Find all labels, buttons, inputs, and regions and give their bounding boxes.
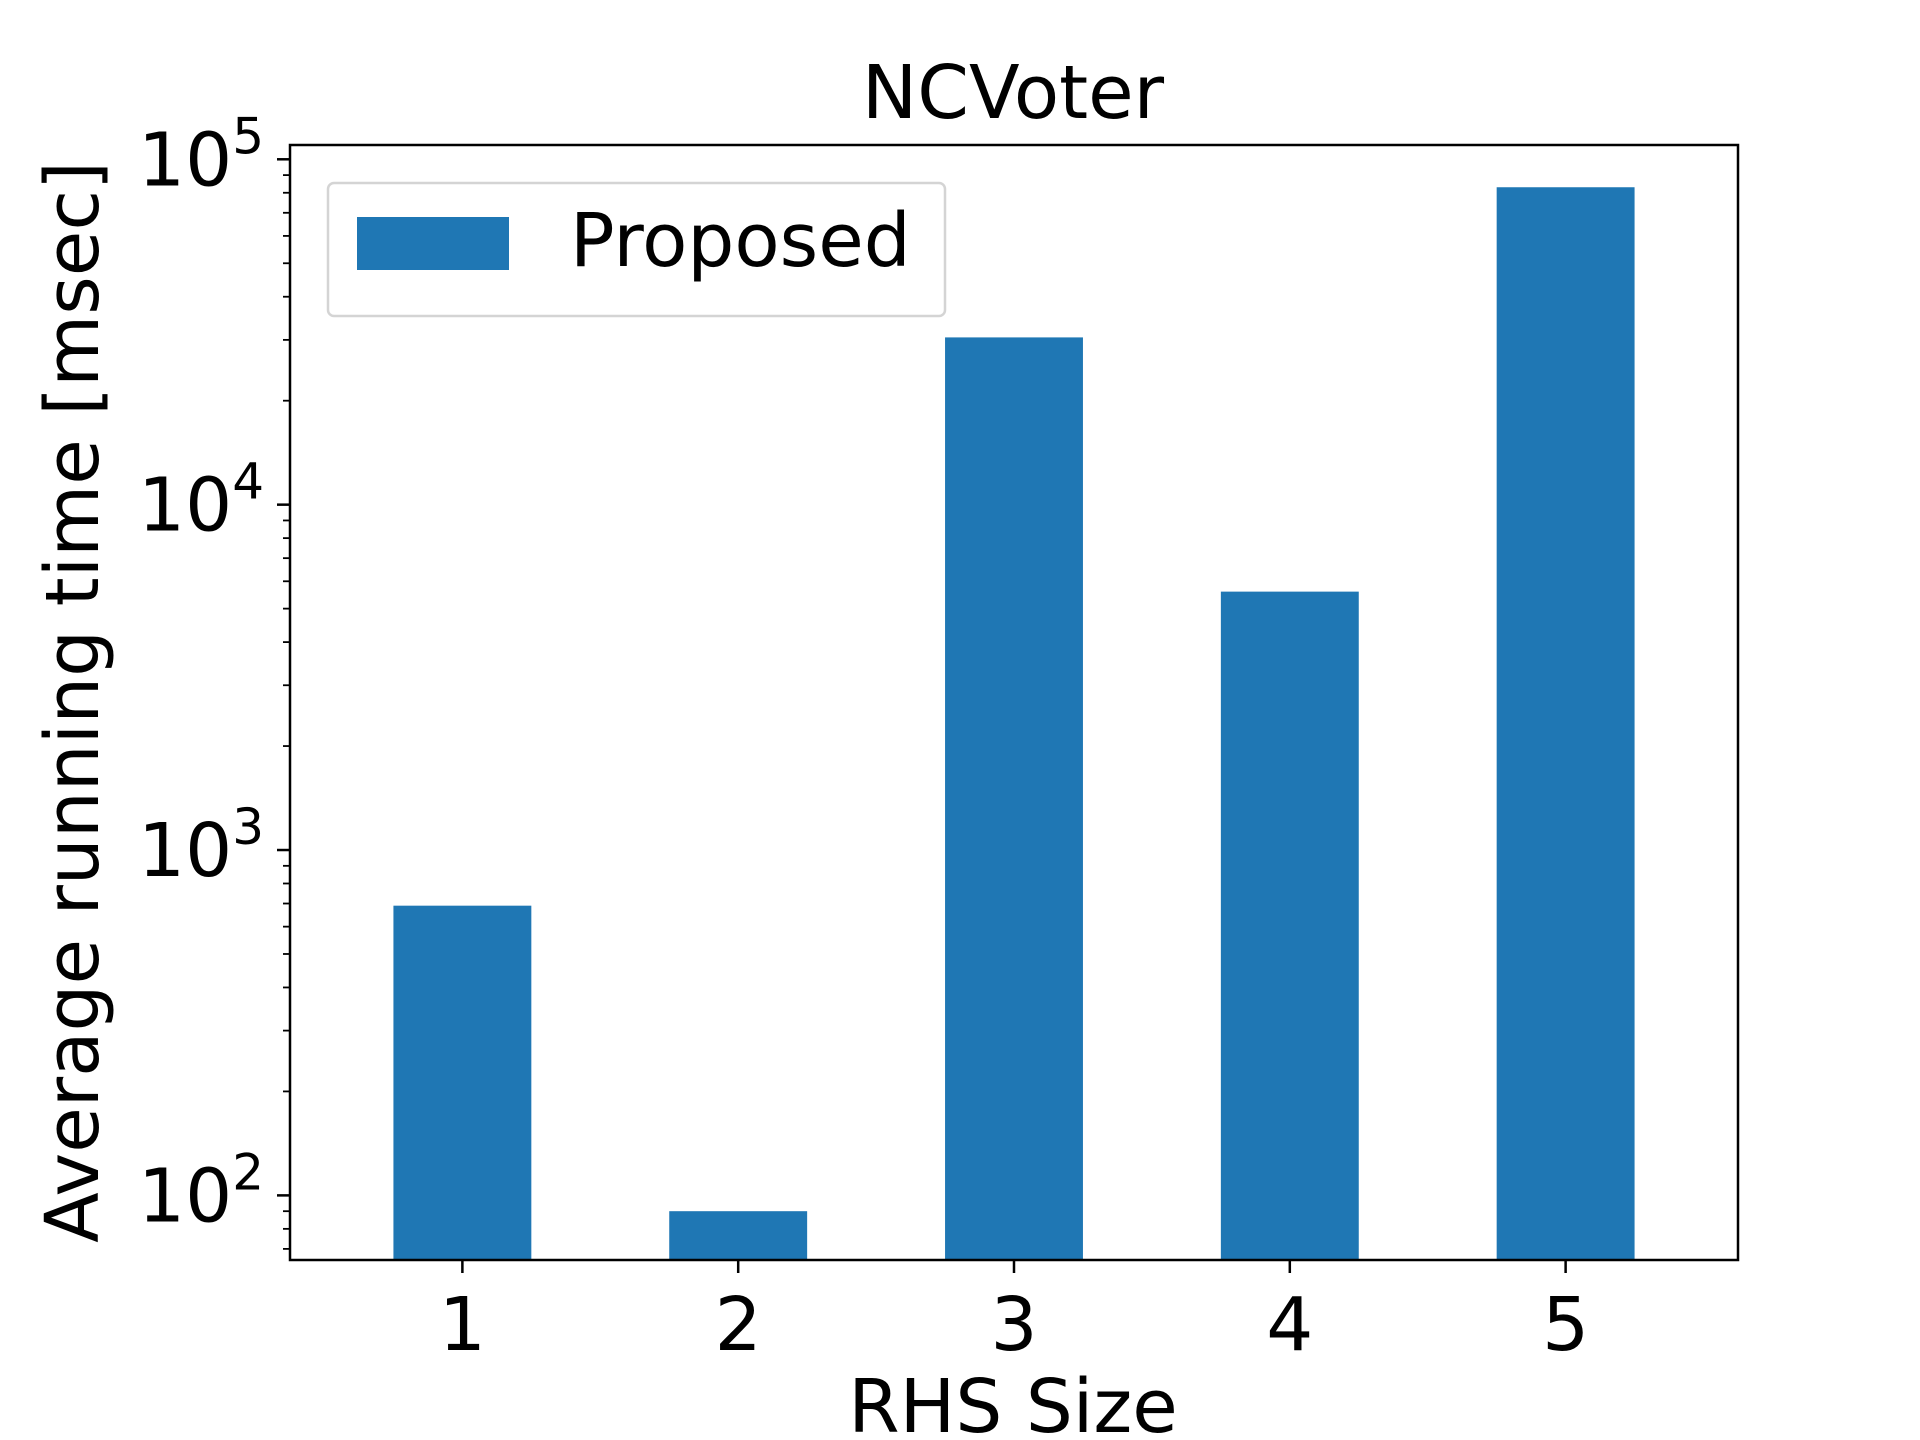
bar-2 [669, 1211, 808, 1260]
x-axis-label: RHS Size [848, 1364, 1177, 1440]
bars-layer [393, 187, 1635, 1260]
bar-5 [1496, 187, 1635, 1260]
bar-3 [945, 337, 1083, 1260]
y-tick-label: 104 [138, 453, 264, 549]
legend-label: Proposed [570, 198, 911, 284]
y-tick-label: 102 [138, 1143, 264, 1239]
x-tick-label: 2 [715, 1282, 762, 1368]
legend-swatch [357, 217, 509, 270]
legend: Proposed [326, 181, 947, 318]
x-axis-ticks: 1 2 3 4 5 [439, 1260, 1589, 1368]
x-tick-label: 4 [1266, 1282, 1313, 1368]
x-tick-label: 5 [1542, 1282, 1589, 1368]
bar-1 [393, 905, 532, 1260]
y-axis-ticks: 102 103 104 105 [138, 107, 290, 1250]
bar-4 [1220, 591, 1359, 1260]
plot-frame [288, 143, 1740, 1262]
y-axis-label: Average running time [msec] [30, 161, 116, 1243]
y-tick-label: 103 [138, 798, 264, 894]
chart-title: NCVoter [862, 50, 1165, 136]
x-tick-label: 3 [990, 1282, 1037, 1368]
x-tick-label: 1 [439, 1282, 486, 1368]
legend-box [326, 181, 947, 318]
y-tick-label: 105 [138, 107, 264, 203]
